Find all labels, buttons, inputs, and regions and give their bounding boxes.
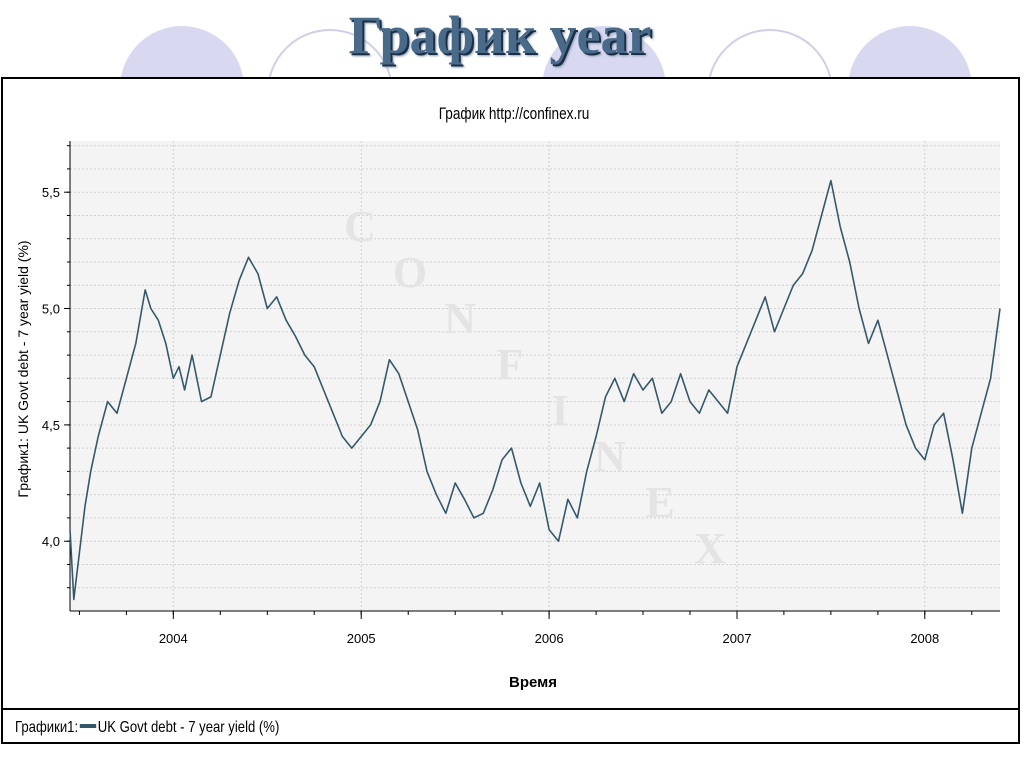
decor-circle: [120, 26, 244, 90]
x-tick-label: 2007: [723, 631, 752, 646]
watermark-letter: O: [393, 248, 427, 297]
y-tick-label: 4,5: [42, 418, 60, 433]
legend-label: UK Govt debt - 7 year yield (%): [97, 719, 280, 736]
series-line: [69, 179, 1001, 601]
x-tick-label: 2008: [910, 631, 939, 646]
decor-circle: [267, 29, 393, 90]
x-tick-label: 2005: [347, 631, 376, 646]
decor-circle: [542, 26, 666, 90]
legend-prefix: Графики1:: [15, 719, 79, 736]
slide-title: График year: [348, 5, 652, 65]
y-axis-label: График1: UK Govt debt - 7 year yield (%): [15, 240, 31, 497]
legend: Графики1: UK Govt debt - 7 year yield (%): [3, 708, 1018, 744]
x-axis-label: Время: [509, 674, 557, 691]
chart-svg: График http://confinex.ru CONFINEX4,04,5…: [15, 105, 1001, 691]
y-tick-label: 5,0: [42, 302, 60, 317]
watermark-letter: N: [444, 294, 476, 343]
watermark-letter: X: [694, 524, 726, 573]
watermark-letter: C: [344, 202, 376, 251]
x-tick-label: 2006: [535, 631, 564, 646]
background-decor: [120, 26, 972, 90]
decor-circle: [848, 26, 972, 90]
legend-swatch: [79, 724, 97, 729]
watermark-letter: E: [645, 478, 674, 527]
legend-entry: Графики1: UK Govt debt - 7 year yield (%): [15, 719, 279, 737]
watermark-letter: I: [551, 386, 568, 435]
plot-background: [70, 141, 1000, 611]
watermark-letter: F: [497, 340, 524, 389]
decor-circle: [707, 29, 833, 90]
chart-frame: График http://confinex.ru C O N F I N E X 4,0 4,5…: [1, 77, 1020, 744]
y-tick-label: 4,0: [42, 534, 60, 549]
watermark-letter: N: [594, 432, 626, 481]
chart-title: График http://confinex.ru: [439, 105, 590, 124]
x-tick-label: 2004: [159, 631, 188, 646]
y-tick-label: 5,5: [42, 185, 60, 200]
